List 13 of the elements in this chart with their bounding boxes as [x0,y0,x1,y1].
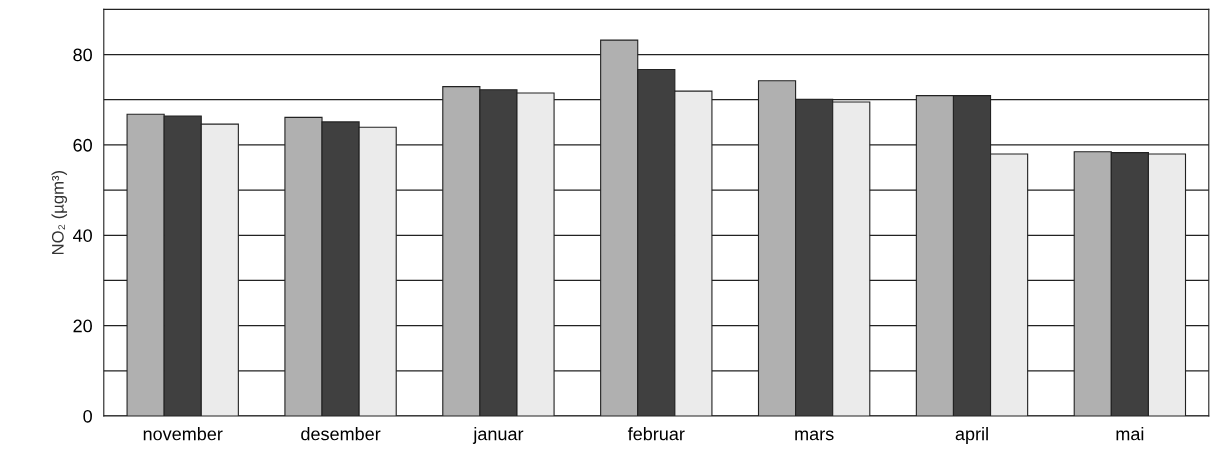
y-tick-label: 60 [73,138,92,152]
x-tick-label: januar [472,427,524,444]
x-tick-label: mars [795,430,834,441]
y-axis-title: NO₂ (µgm³) [51,170,68,255]
y-tick-label: 0 [83,409,92,423]
x-tick-label: november [143,427,223,441]
y-tick-label: 40 [73,229,92,242]
x-tick-label: april [955,427,988,444]
y-tick-label: 80 [73,48,92,62]
x-tick-label: februar [627,427,685,441]
x-tick-label: desember [301,427,381,441]
x-tick-label: mai [1116,427,1144,441]
y-tick-label: 20 [73,319,92,333]
